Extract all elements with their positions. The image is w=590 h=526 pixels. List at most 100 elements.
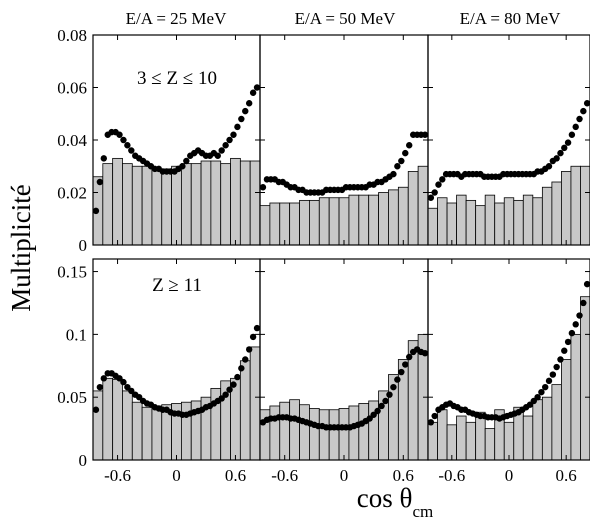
histogram-bar	[122, 163, 133, 246]
panel-top-middle	[259, 34, 429, 246]
data-point	[218, 147, 225, 154]
histogram-bar	[503, 421, 515, 461]
data-point	[398, 157, 405, 165]
histogram-bar	[561, 171, 572, 246]
histogram-bar	[388, 189, 399, 246]
histogram-bar	[456, 194, 467, 246]
histogram-bar	[190, 163, 202, 246]
panel-bottom-left: 0 0.05 0.1 0.15 -0.6 0 0.6 Z ≥ 11	[57, 258, 261, 485]
histogram-bar	[92, 390, 104, 461]
panel-bottom-middle: -0.6 0 0.6	[259, 258, 429, 485]
histogram-bar	[299, 199, 310, 246]
x-tick-label: -0.6	[104, 466, 131, 485]
data-point	[549, 371, 557, 378]
x-tick-label: 0	[340, 466, 349, 485]
data-point	[557, 149, 564, 157]
histogram-bar	[570, 165, 581, 246]
data-point	[124, 142, 131, 149]
histogram-bar	[102, 163, 114, 246]
data-point	[226, 136, 233, 144]
data-point	[431, 412, 438, 420]
y-tick-label: 0.02	[57, 184, 87, 203]
data-point	[553, 363, 560, 371]
y-tick-label: 0	[79, 236, 88, 255]
y-tick-label: 0	[79, 451, 88, 470]
histogram-bar	[522, 194, 534, 246]
data-point	[394, 376, 401, 383]
data-point	[96, 383, 104, 391]
data-point	[568, 131, 576, 138]
histogram-bar	[561, 359, 572, 461]
x-tick-label: -0.6	[271, 466, 298, 485]
data-point	[238, 115, 245, 123]
y-tick-label: 0.04	[57, 131, 87, 150]
data-point	[386, 391, 393, 398]
data-point	[222, 391, 229, 398]
data-point	[230, 381, 237, 388]
data-point	[253, 324, 261, 332]
panel-top-right	[427, 34, 590, 246]
histogram-bar	[200, 160, 212, 246]
data-point	[421, 131, 429, 138]
data-point	[390, 170, 397, 178]
histogram-bar	[102, 377, 114, 461]
histogram-bar	[259, 205, 271, 246]
x-tick-label: 0	[505, 466, 514, 485]
data-point	[183, 157, 190, 165]
histogram-bar	[494, 202, 505, 246]
y-axis-title: Multiplicité	[6, 184, 36, 312]
data-point	[534, 393, 541, 401]
data-point	[245, 346, 253, 353]
histogram-bar	[239, 360, 251, 461]
x-tick-label: 0.6	[556, 466, 577, 485]
data-point	[427, 194, 435, 201]
histogram-bar	[465, 199, 477, 246]
histogram-bar	[446, 424, 457, 461]
data-point	[92, 207, 100, 215]
histogram-bar	[112, 157, 123, 246]
histogram-bar	[112, 379, 123, 461]
histogram-bar	[475, 205, 486, 246]
histogram-bar	[122, 390, 133, 461]
histogram-bar	[532, 399, 543, 461]
data-point	[572, 321, 579, 328]
histogram-bar	[269, 405, 281, 461]
histogram-bar	[407, 171, 419, 246]
data-point	[378, 402, 385, 410]
column-title-25mev: E/A = 25 MeV	[126, 9, 227, 28]
histogram-bar	[338, 197, 350, 246]
histogram-bar	[348, 194, 360, 246]
data-point	[572, 123, 579, 131]
histogram-bar	[141, 165, 153, 246]
data-point	[100, 375, 108, 382]
panel-bottom-right: -0.6 0 0.6	[427, 258, 590, 485]
histogram-bar	[279, 401, 291, 461]
histogram-bar	[309, 408, 320, 461]
histogram-bar	[181, 163, 192, 246]
histogram-bar	[151, 405, 163, 461]
data-point	[557, 356, 564, 363]
data-point	[542, 383, 549, 391]
histogram-bar	[328, 197, 340, 246]
data-point	[576, 312, 583, 319]
data-point	[179, 163, 186, 170]
data-point	[92, 406, 100, 413]
histogram-bar	[249, 346, 261, 461]
histogram-bar	[484, 428, 496, 461]
x-tick-label: 0.6	[393, 466, 414, 485]
data-point	[96, 178, 104, 186]
histogram-bar	[551, 181, 562, 246]
panel-annotation: Z ≥ 11	[152, 275, 202, 296]
histogram-bar	[131, 165, 143, 246]
data-point	[120, 136, 127, 144]
data-point	[120, 378, 127, 386]
histogram-bar	[532, 197, 543, 246]
histogram-bar	[230, 157, 241, 246]
data-point	[402, 149, 409, 157]
histogram-bar	[368, 194, 379, 246]
data-point	[545, 377, 553, 385]
data-point	[238, 365, 245, 372]
data-point	[374, 407, 381, 415]
y-tick-label: 0.06	[57, 79, 87, 98]
